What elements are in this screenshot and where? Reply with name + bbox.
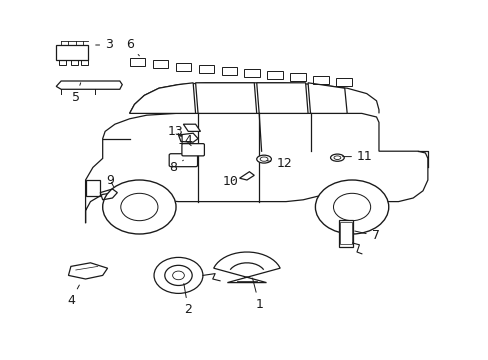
Circle shape: [102, 180, 176, 234]
Bar: [175, 63, 191, 71]
FancyBboxPatch shape: [169, 154, 197, 167]
Bar: [339, 222, 351, 244]
Text: 1: 1: [252, 278, 263, 311]
Ellipse shape: [330, 154, 344, 161]
Text: 9: 9: [106, 174, 114, 186]
Bar: [290, 73, 305, 81]
Circle shape: [315, 180, 388, 234]
Bar: [338, 220, 352, 247]
Text: 14: 14: [178, 134, 193, 147]
FancyBboxPatch shape: [182, 144, 204, 156]
Polygon shape: [85, 113, 427, 223]
Text: 3: 3: [96, 39, 113, 51]
Polygon shape: [183, 124, 200, 131]
Polygon shape: [129, 83, 195, 113]
Bar: [198, 65, 214, 73]
Polygon shape: [256, 83, 307, 113]
Bar: [152, 60, 168, 68]
Bar: [244, 69, 260, 77]
Bar: [221, 67, 237, 75]
Text: 10: 10: [222, 175, 238, 188]
Bar: [71, 60, 78, 65]
Text: 8: 8: [169, 160, 183, 174]
Bar: [85, 180, 100, 196]
Text: 7: 7: [354, 229, 379, 242]
Bar: [81, 60, 87, 65]
Ellipse shape: [256, 155, 271, 163]
Text: 2: 2: [183, 284, 192, 316]
Text: 11: 11: [342, 150, 372, 163]
Bar: [267, 71, 283, 79]
Text: 13: 13: [168, 125, 183, 138]
Text: 4: 4: [67, 285, 79, 307]
Text: 6: 6: [125, 39, 139, 56]
Text: 5: 5: [72, 83, 81, 104]
Bar: [59, 60, 65, 65]
Bar: [336, 78, 351, 86]
Polygon shape: [195, 83, 256, 113]
Polygon shape: [213, 252, 280, 283]
Circle shape: [154, 257, 203, 293]
Bar: [129, 58, 145, 66]
Bar: [56, 45, 88, 60]
Polygon shape: [307, 83, 346, 113]
Text: 12: 12: [266, 157, 291, 170]
Bar: [313, 76, 328, 84]
